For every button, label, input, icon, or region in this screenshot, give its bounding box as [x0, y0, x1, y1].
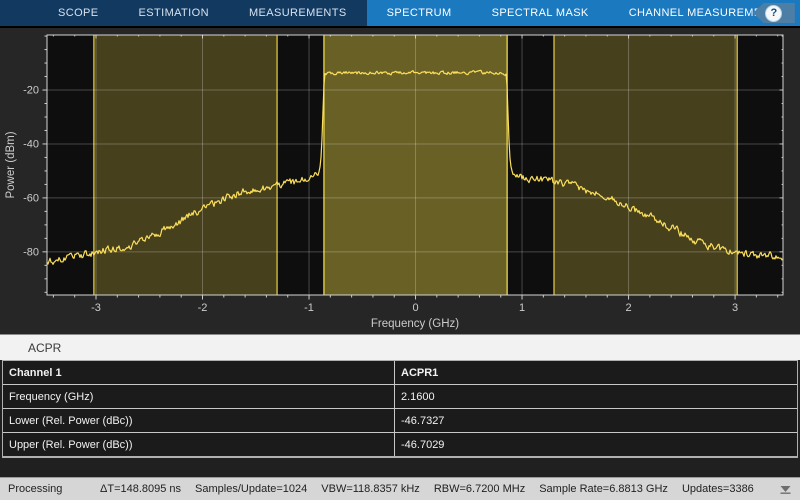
table-cell: 2.1600 [401, 390, 435, 403]
svg-text:3: 3 [732, 302, 738, 314]
tab-spectrum[interactable]: SPECTRUM [386, 7, 452, 19]
acpr-table-section: Channel 1 ACPR1 Frequency (GHz) 2.1600 Lower… [0, 360, 800, 477]
svg-text:Frequency (GHz): Frequency (GHz) [371, 318, 459, 330]
column-header: ACPR1 [401, 366, 439, 379]
svg-text:Power (dBm): Power (dBm) [5, 131, 17, 198]
spectrum-trace [46, 69, 784, 265]
tab-estimation[interactable]: ESTIMATION [138, 7, 209, 19]
table-row: Lower (Rel. Power (dBc)) -46.7327 [3, 409, 797, 433]
svg-text:2: 2 [625, 302, 631, 314]
tab-group-left: SCOPE ESTIMATION MEASUREMENTS [0, 0, 367, 26]
spectrum-plot-region: -3 -2 -1 0 1 2 3 -20 -40 -60 -80 Frequency (GHz) Pow… [0, 26, 800, 334]
question-mark-icon: ? [765, 4, 783, 22]
svg-text:-40: -40 [23, 138, 39, 150]
svg-text:-3: -3 [91, 302, 101, 314]
table-cell: Lower (Rel. Power (dBc)) [3, 409, 395, 432]
svg-text:-2: -2 [198, 302, 208, 314]
status-items: ΔT=148.8095 ns Samples/Update=1024 VBW=118… [100, 483, 754, 495]
table-cell: Upper (Rel. Power (dBc)) [3, 433, 395, 456]
table-cell: -46.7029 [401, 438, 445, 451]
svg-text:1: 1 [519, 302, 525, 314]
tab-group-highlighted: SPECTRUM SPECTRAL MASK CHANNEL MEASUREMENT… [366, 0, 800, 26]
column-header: Channel 1 [3, 361, 395, 384]
status-state: Processing [8, 483, 63, 495]
svg-text:-80: -80 [23, 246, 39, 258]
svg-text:-20: -20 [23, 85, 39, 97]
tab-spectral-mask[interactable]: SPECTRAL MASK [491, 7, 589, 19]
collapse-statusbar-icon[interactable] [779, 484, 792, 495]
tab-scope[interactable]: SCOPE [58, 7, 99, 19]
tab-measurements[interactable]: MEASUREMENTS [248, 7, 347, 19]
status-bar: Processing ΔT=148.8095 ns Samples/Update=… [0, 477, 800, 500]
status-item: VBW=118.8357 kHz [321, 483, 420, 495]
status-item: Updates=3386 [681, 483, 754, 495]
svg-text:-60: -60 [23, 192, 39, 204]
svg-text:0: 0 [412, 302, 418, 314]
table-row: Upper (Rel. Power (dBc)) -46.7029 [3, 433, 797, 457]
toolstrip-tabs: SCOPE ESTIMATION MEASUREMENTS SPECTRUM SPEC… [0, 0, 800, 26]
acpr-panel-title: ACPR [28, 340, 62, 355]
tab-channel-measurements[interactable]: CHANNEL MEASUREMENTS [628, 7, 785, 19]
acpr-panel-titlebar: ACPR [0, 334, 800, 360]
table-row: Frequency (GHz) 2.1600 [3, 385, 797, 409]
acpr-table: Channel 1 ACPR1 Frequency (GHz) 2.1600 Lower… [2, 360, 798, 458]
svg-text:-1: -1 [304, 302, 314, 314]
acpr-table-header-row: Channel 1 ACPR1 [3, 361, 797, 385]
table-cell: Frequency (GHz) [3, 385, 395, 408]
status-item: RBW=6.7200 MHz [433, 483, 526, 495]
table-cell: -46.7327 [401, 414, 445, 427]
help-button[interactable]: ? [752, 3, 795, 23]
status-item: ΔT=148.8095 ns [100, 483, 182, 495]
spectrum-plot[interactable]: -3 -2 -1 0 1 2 3 -20 -40 -60 -80 Frequency (GHz) Pow… [0, 28, 800, 334]
status-item: Sample Rate=6.8813 GHz [539, 483, 668, 495]
status-item: Samples/Update=1024 [195, 483, 308, 495]
